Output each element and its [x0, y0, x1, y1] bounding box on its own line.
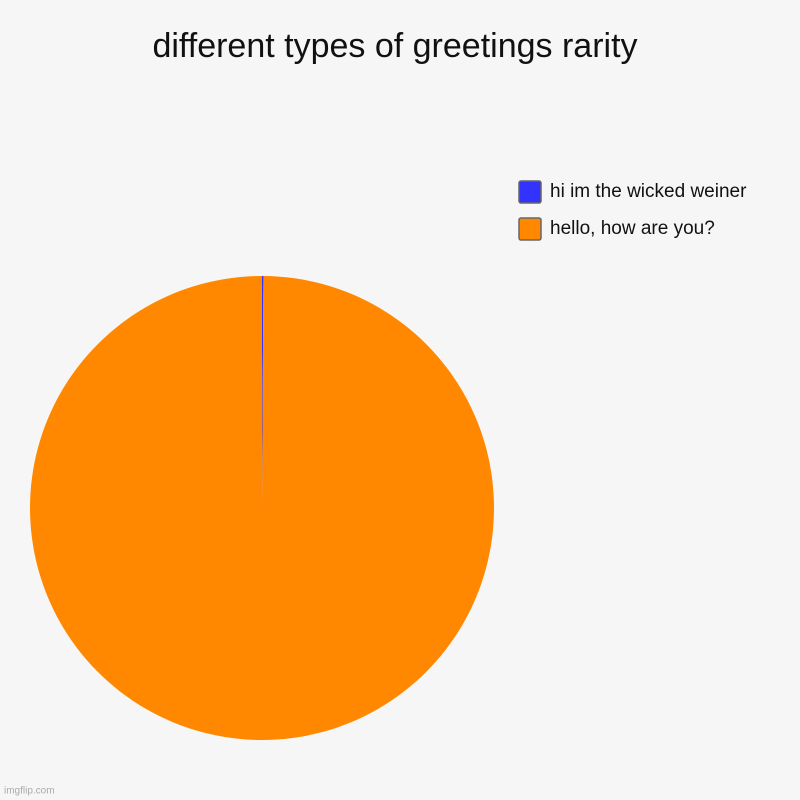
legend-swatch	[518, 217, 542, 241]
legend-label: hi im the wicked weiner	[550, 181, 747, 202]
legend-label: hello, how are you?	[550, 218, 715, 239]
pie-slice	[30, 276, 495, 741]
legend-swatch	[518, 180, 542, 204]
chart-title: different types of greetings rarity	[152, 27, 637, 65]
pie-slice	[262, 276, 264, 508]
watermark: imgflip.com	[4, 786, 55, 797]
